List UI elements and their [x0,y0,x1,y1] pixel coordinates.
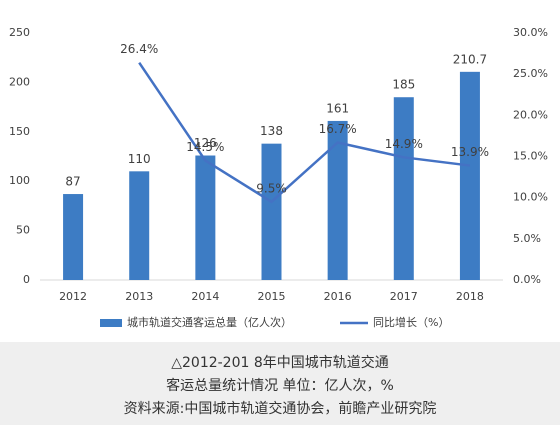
bar-value-label: 210.7 [453,52,487,66]
y-tick-label: 100 [9,174,30,187]
bar [195,155,216,280]
x-tick-label: 2016 [324,290,352,303]
y-tick-label: 150 [9,125,30,138]
y2-tick-label: 20.0% [513,108,548,121]
y2-tick-label: 5.0% [513,232,541,245]
y-tick-label: 50 [16,224,30,237]
bar-value-label: 185 [392,78,415,92]
caption-line: 资料来源:中国城市轨道交通协会，前瞻产业研究院 [123,401,437,417]
caption-line: △2012-201 8年中国城市轨道交通 [171,355,389,371]
y-tick-label: 200 [9,75,30,88]
bar-value-label: 110 [128,152,151,166]
y-tick-label: 0 [23,273,30,286]
y2-tick-label: 30.0% [513,26,548,39]
bar-value-label: 87 [65,175,80,189]
bar [459,71,480,280]
line-value-label: 16.7% [319,122,357,136]
y2-tick-label: 25.0% [513,67,548,80]
line-value-label: 9.5% [256,181,287,195]
bar [261,143,282,280]
y2-tick-label: 10.0% [513,191,548,204]
x-tick-label: 2014 [191,290,219,303]
bar [129,171,150,280]
bar [63,194,84,280]
bar [393,97,414,280]
legend-label: 同比增长（%） [373,315,449,329]
line-value-label: 26.4% [120,42,158,56]
x-tick-label: 2012 [59,290,87,303]
caption: △2012-201 8年中国城市轨道交通 客运总量统计情况 单位：亿人次，% 资… [0,342,560,425]
caption-line: 客运总量统计情况 单位：亿人次，% [166,378,394,394]
line-value-label: 13.9% [451,145,489,159]
x-tick-label: 2013 [125,290,153,303]
bar-value-label: 126 [194,136,217,150]
y-tick-label: 250 [9,26,30,39]
chart: 0 50 100 150 200 250 0.0% 5.0% 10.0% 15.0% 20.0% 25… [9,26,548,329]
legend-label: 城市轨道交通客运总量（亿人次） [127,315,292,329]
x-tick-label: 2015 [258,290,286,303]
x-tick-label: 2017 [390,290,418,303]
line [138,61,471,204]
bar-value-label: 161 [326,101,349,115]
y2-tick-label: 15.0% [513,150,548,163]
line-value-label: 14.5% [186,140,224,154]
bar-value-label: 138 [260,124,283,138]
y2-tick-label: 0.0% [513,273,541,286]
x-tick-label: 2018 [456,290,484,303]
legend-swatch [100,319,122,327]
bar [327,120,348,280]
line-value-label: 14.9% [385,137,423,151]
